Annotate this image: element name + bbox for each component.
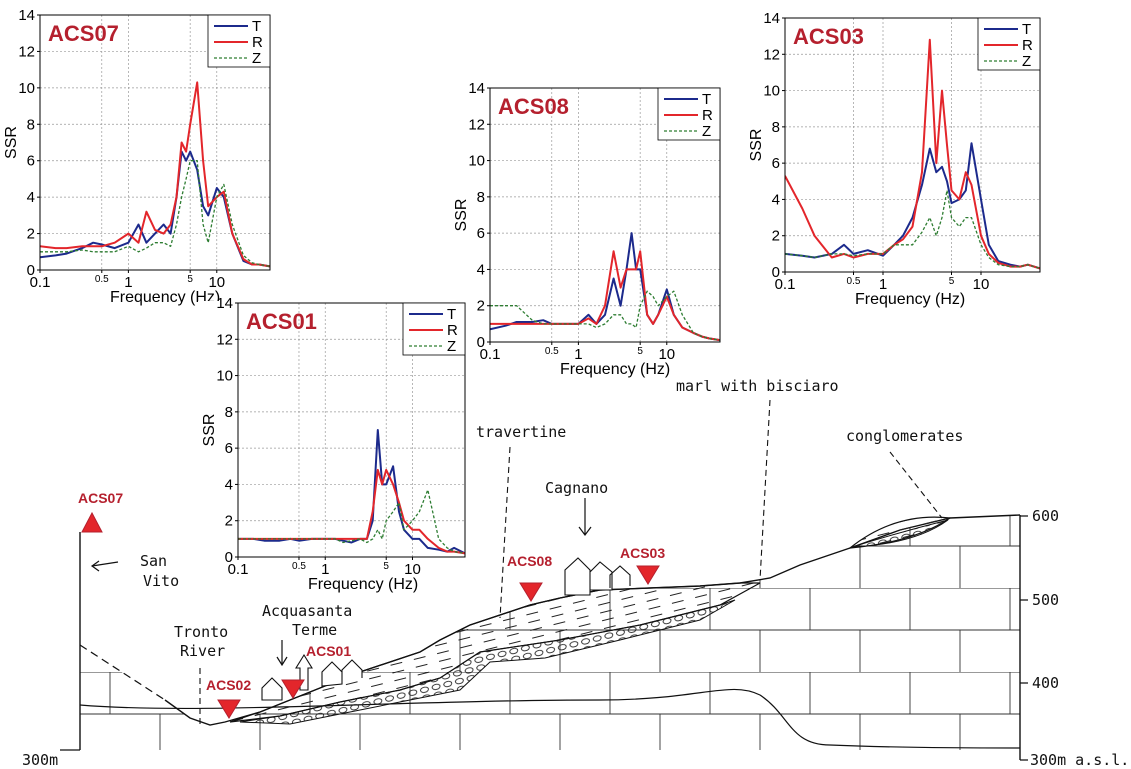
- y-tick-label: 6: [225, 440, 233, 457]
- x-axis-label: Frequency (Hz): [560, 361, 670, 378]
- place-label: Cagnano: [545, 479, 608, 497]
- x-tick-label: 0.1: [775, 276, 796, 293]
- chart-title: ACS01: [246, 309, 317, 334]
- chart-title: ACS08: [498, 94, 569, 119]
- elevation-label: 600: [1032, 507, 1059, 525]
- y-tick-label: 6: [27, 153, 35, 170]
- chart-title: ACS03: [793, 24, 864, 49]
- station-label: ACS01: [306, 643, 351, 659]
- legend-label: T: [447, 306, 456, 323]
- y-tick-label: 8: [477, 189, 485, 206]
- station-label: ACS03: [620, 545, 665, 561]
- y-tick-label: 6: [772, 155, 780, 172]
- x-tick-label: 5: [383, 561, 389, 572]
- x-tick-label: 10: [973, 276, 990, 293]
- y-axis-label: SSR: [453, 199, 470, 232]
- elevation-ticks: [1020, 516, 1028, 760]
- place-label: Vito: [143, 572, 179, 590]
- y-tick-label: 14: [18, 7, 35, 24]
- y-tick-label: 10: [18, 80, 35, 97]
- x-tick-label: 0.1: [30, 274, 51, 291]
- legend-label: Z: [702, 123, 711, 140]
- y-tick-label: 4: [772, 191, 780, 208]
- legend-label: T: [252, 18, 261, 35]
- x-axis-label: Frequency (Hz): [308, 576, 418, 593]
- x-tick-label: 5: [637, 346, 643, 357]
- y-tick-label: 2: [772, 228, 780, 245]
- y-tick-label: 12: [216, 331, 233, 348]
- elevation-label: 300m a.s.l.: [1030, 751, 1129, 769]
- y-tick-label: 12: [468, 116, 485, 133]
- legend-label: R: [1022, 37, 1033, 54]
- x-tick-label: 0.5: [545, 346, 559, 357]
- place-label: Tronto: [174, 623, 228, 641]
- cross-section: ACS07 ACS02 ACS01 ACS08 ACS03 San Vito T…: [22, 377, 1129, 769]
- y-axis-label: SSR: [201, 414, 218, 447]
- y-tick-label: 6: [477, 225, 485, 242]
- legend-label: R: [447, 322, 458, 339]
- y-tick-label: 2: [477, 298, 485, 315]
- station-label: ACS08: [507, 553, 552, 569]
- y-tick-label: 8: [772, 119, 780, 136]
- y-tick-label: 12: [18, 43, 35, 60]
- y-tick-label: 8: [27, 116, 35, 133]
- figure: ACS07 ACS02 ACS01 ACS08 ACS03 San Vito T…: [0, 0, 1131, 769]
- x-tick-label: 5: [187, 274, 193, 285]
- chart-title: ACS07: [48, 21, 119, 46]
- legend-label: Z: [252, 50, 261, 67]
- y-axis-label: SSR: [748, 129, 765, 162]
- station-label: ACS07: [78, 490, 123, 506]
- x-tick-label: 0.1: [480, 346, 501, 363]
- y-axis-label: SSR: [3, 126, 20, 159]
- y-tick-label: 14: [763, 10, 780, 27]
- y-tick-label: 4: [27, 189, 35, 206]
- legend-label: R: [252, 34, 263, 51]
- x-tick-label: 0.5: [292, 561, 306, 572]
- unit-label: travertine: [476, 423, 566, 441]
- x-tick-label: 5: [949, 276, 955, 287]
- place-label: San: [140, 552, 167, 570]
- y-tick-label: 8: [225, 404, 233, 421]
- x-tick-label: 0.5: [847, 276, 861, 287]
- elevation-label: 400: [1032, 674, 1059, 692]
- legend-label: Z: [447, 338, 456, 355]
- legend-label: T: [1022, 21, 1031, 38]
- y-tick-label: 2: [27, 226, 35, 243]
- x-tick-label: 0.1: [228, 561, 249, 578]
- x-tick-label: 0.5: [95, 274, 109, 285]
- x-axis-label: Frequency (Hz): [855, 291, 965, 308]
- y-tick-label: 4: [225, 476, 233, 493]
- y-tick-label: 2: [225, 513, 233, 530]
- y-tick-label: 10: [763, 83, 780, 100]
- y-tick-label: 10: [468, 153, 485, 170]
- place-label: Terme: [292, 621, 337, 639]
- legend-label: Z: [1022, 53, 1031, 70]
- place-label: Acquasanta: [262, 602, 352, 620]
- y-tick-label: 14: [216, 295, 233, 312]
- y-tick-label: 14: [468, 80, 485, 97]
- legend-label: T: [702, 91, 711, 108]
- elevation-label: 300m: [22, 751, 58, 769]
- place-label: River: [180, 642, 225, 660]
- y-tick-label: 10: [216, 368, 233, 385]
- unit-label: conglomerates: [846, 427, 963, 445]
- y-tick-label: 4: [477, 261, 485, 278]
- elevation-label: 500: [1032, 591, 1059, 609]
- station-label: ACS02: [206, 677, 251, 693]
- legend-label: R: [702, 107, 713, 124]
- y-tick-label: 12: [763, 46, 780, 63]
